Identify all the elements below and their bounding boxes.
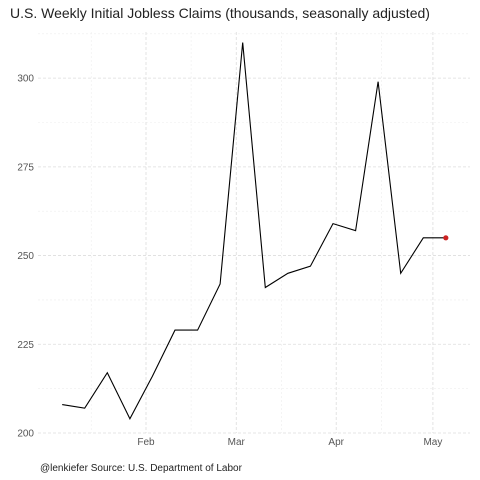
- x-axis-tick-labels: Feb Mar Apr May: [137, 437, 442, 448]
- y-tick-label: 275: [17, 162, 34, 173]
- y-axis-tick-labels: 200 225 250 275 300: [17, 74, 34, 440]
- y-tick-label: 300: [17, 74, 34, 85]
- series-layer: [62, 42, 449, 421]
- chart-title: U.S. Weekly Initial Jobless Claims (thou…: [10, 5, 430, 21]
- y-tick-label: 200: [17, 429, 34, 440]
- x-tick-label: Mar: [228, 437, 246, 448]
- chart-caption: @lenkiefer Source: U.S. Department of La…: [40, 463, 242, 474]
- minor-grid: [38, 32, 470, 433]
- x-tick-label: Apr: [328, 437, 344, 448]
- last-point-marker: [443, 235, 449, 241]
- x-tick-label: May: [423, 437, 442, 448]
- y-tick-label: 250: [17, 251, 34, 262]
- series-line: [62, 42, 446, 421]
- x-tick-label: Feb: [137, 437, 155, 448]
- y-tick-label: 225: [17, 340, 34, 351]
- major-grid: [38, 32, 470, 434]
